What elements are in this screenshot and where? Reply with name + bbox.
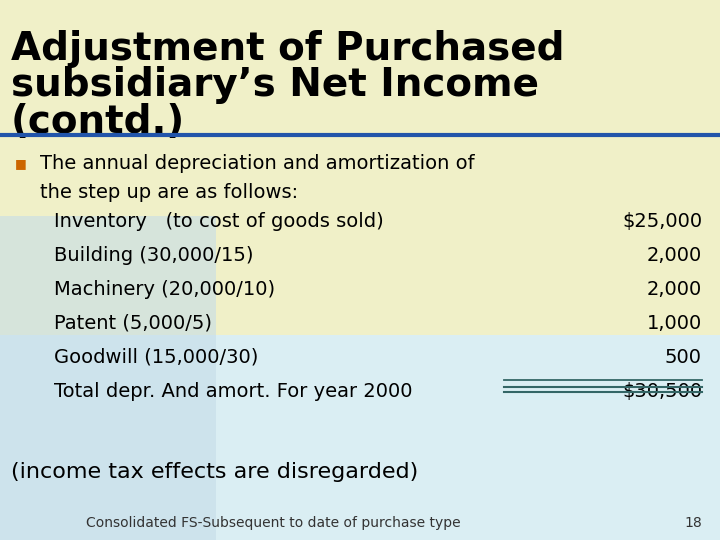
Text: (income tax effects are disregarded): (income tax effects are disregarded) — [11, 462, 418, 482]
Text: Consolidated FS-Subsequent to date of purchase type: Consolidated FS-Subsequent to date of pu… — [86, 516, 461, 530]
Text: $30,500: $30,500 — [622, 382, 702, 401]
Text: Machinery (20,000/10): Machinery (20,000/10) — [54, 280, 275, 299]
Text: 2,000: 2,000 — [647, 246, 702, 265]
Text: 2,000: 2,000 — [647, 280, 702, 299]
Text: Adjustment of Purchased: Adjustment of Purchased — [11, 30, 564, 68]
Text: Goodwill (15,000/30): Goodwill (15,000/30) — [54, 348, 258, 367]
Text: 18: 18 — [684, 516, 702, 530]
Text: the step up are as follows:: the step up are as follows: — [40, 183, 298, 201]
Text: ■: ■ — [14, 157, 26, 170]
Bar — [0, 0, 720, 335]
Text: 500: 500 — [665, 348, 702, 367]
Text: Patent (5,000/5): Patent (5,000/5) — [54, 314, 212, 333]
Bar — [0, 335, 720, 540]
Text: The annual depreciation and amortization of: The annual depreciation and amortization… — [40, 154, 474, 173]
Text: (contd.): (contd.) — [11, 103, 185, 140]
Text: Inventory   (to cost of goods sold): Inventory (to cost of goods sold) — [54, 212, 384, 231]
Text: Building (30,000/15): Building (30,000/15) — [54, 246, 253, 265]
Text: subsidiary’s Net Income: subsidiary’s Net Income — [11, 66, 539, 104]
Text: $25,000: $25,000 — [622, 212, 702, 231]
FancyBboxPatch shape — [0, 216, 216, 540]
Text: 1,000: 1,000 — [647, 314, 702, 333]
Text: Total depr. And amort. For year 2000: Total depr. And amort. For year 2000 — [54, 382, 413, 401]
